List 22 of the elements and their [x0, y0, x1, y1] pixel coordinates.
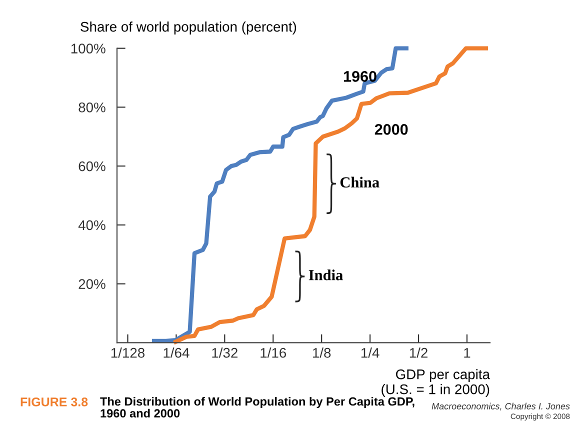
x-tick-label: 1/16 [260, 348, 286, 358]
y-axis-title: Share of world population (percent) [80, 22, 296, 34]
annotation: China [340, 176, 380, 188]
y-tick-label: 40% [78, 220, 106, 230]
annotation: India [308, 270, 343, 280]
y-tick-label: 100% [71, 44, 106, 54]
x-tick-label: 1/8 [312, 348, 331, 358]
x-tick-label: 1/2 [410, 348, 428, 358]
series-label: 2000 [374, 124, 408, 135]
y-tick-label: 60% [78, 161, 106, 172]
caption: FIGURE 3.8 [20, 398, 88, 406]
text: Macroeconomics, Charles I. Jones [432, 402, 570, 410]
x-tick-label: 1/32 [212, 348, 238, 358]
x-tick-label: 1/128 [111, 348, 145, 358]
text: The Distribution of World Population by Per Capita GDP, 1960 and 2000 [100, 397, 414, 418]
x-tick-label: 1 [464, 348, 470, 358]
x-tick-label: 1/64 [164, 348, 190, 358]
y-tick-label: 20% [78, 279, 106, 289]
x-axis-title: GDP per capita (U.S. = 1 in 2000) [382, 369, 490, 397]
x-tick-label: 1/4 [361, 348, 380, 358]
series-label: 1960 [344, 71, 376, 82]
y-tick-label: 80% [78, 102, 106, 112]
